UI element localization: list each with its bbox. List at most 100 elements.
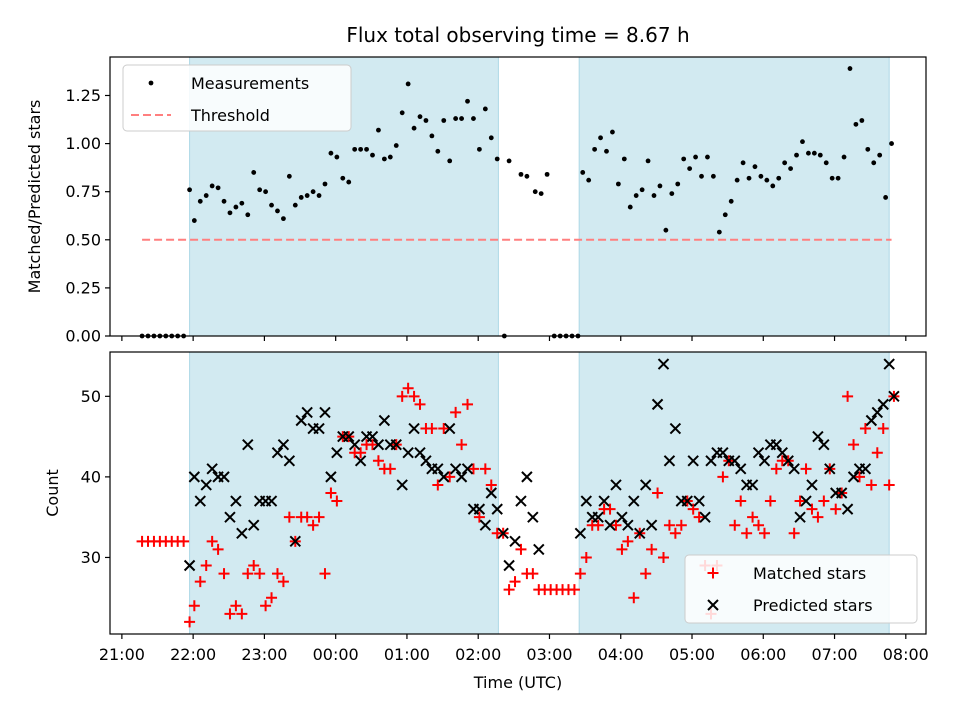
data-point (381, 156, 387, 162)
data-point (188, 600, 200, 612)
data-point (402, 447, 414, 459)
data-point (669, 191, 675, 197)
data-point (628, 592, 640, 604)
data-point (387, 154, 393, 160)
data-point (187, 187, 192, 193)
data-point (830, 503, 842, 515)
data-point (729, 519, 741, 531)
data-point (621, 156, 627, 162)
data-point (325, 487, 337, 499)
y-tick-label: 50 (81, 387, 101, 406)
y-tick-label: 0.50 (65, 230, 101, 249)
data-point (455, 471, 468, 483)
data-point (883, 479, 895, 491)
data-point (465, 98, 470, 104)
data-point (417, 114, 423, 120)
data-point (806, 503, 818, 515)
data-point (829, 175, 835, 181)
data-point (488, 135, 494, 141)
data-point (426, 423, 438, 435)
data-point (687, 166, 693, 172)
data-point (871, 160, 877, 166)
data-point (203, 193, 209, 198)
data-point (248, 519, 260, 531)
data-point (633, 193, 639, 198)
data-point (871, 406, 884, 419)
data-point (586, 177, 592, 183)
data-point (639, 187, 645, 193)
data-point (432, 479, 444, 491)
y-tick-label: 30 (81, 548, 101, 567)
data-point (453, 116, 459, 121)
data-point (277, 438, 290, 451)
x-tick-label: 01:00 (384, 645, 430, 664)
data-point (818, 438, 830, 451)
data-point (847, 66, 853, 71)
data-point (782, 455, 794, 467)
x-tick-label: 04:00 (598, 645, 644, 664)
data-point (622, 535, 634, 547)
data-point (841, 503, 854, 515)
data-point (206, 463, 218, 475)
data-point (568, 584, 580, 596)
data-point (506, 158, 512, 164)
data-point (319, 406, 331, 419)
data-point (859, 423, 871, 435)
data-point (710, 173, 716, 179)
data-point (746, 479, 759, 491)
data-point (841, 154, 847, 160)
legend-box (122, 64, 352, 132)
data-point (675, 181, 681, 187)
data-point (188, 471, 201, 483)
legend-label: Threshold (190, 106, 270, 125)
data-point (313, 422, 325, 435)
data-point (251, 170, 257, 175)
data-point (580, 170, 586, 175)
data-point (663, 455, 676, 467)
data-point (764, 177, 770, 183)
data-point (399, 110, 405, 116)
data-point (580, 551, 592, 563)
data-point (396, 390, 408, 402)
data-point (218, 471, 230, 483)
data-point (354, 455, 367, 467)
data-point (364, 146, 369, 152)
data-point (806, 150, 811, 156)
data-point (355, 447, 367, 459)
data-point (652, 487, 664, 499)
data-point (788, 463, 800, 475)
data-point (242, 438, 254, 451)
x-tick-label: 00:00 (313, 645, 359, 664)
data-point (616, 511, 628, 523)
legend-box (684, 554, 918, 624)
x-tick-label: 03:00 (526, 645, 572, 664)
data-point (456, 439, 468, 451)
data-point (271, 447, 284, 459)
legend-label: Predicted stars (753, 596, 873, 615)
data-point (717, 471, 729, 483)
data-point (848, 439, 860, 451)
data-point (527, 568, 539, 580)
data-point (509, 535, 521, 548)
data-point (824, 463, 836, 475)
data-point (408, 390, 420, 402)
data-point (236, 608, 248, 620)
data-point (883, 358, 895, 370)
data-point (503, 559, 515, 572)
data-point (459, 116, 464, 121)
data-point (687, 503, 699, 515)
data-point (758, 527, 770, 539)
data-point (610, 129, 615, 135)
data-point (693, 495, 705, 507)
data-point (227, 210, 233, 216)
data-point (835, 175, 841, 181)
data-point (441, 118, 447, 123)
data-point (509, 576, 521, 588)
data-point (257, 187, 263, 193)
data-point (316, 193, 322, 198)
data-point (871, 447, 883, 459)
data-point (443, 422, 456, 435)
data-point (429, 133, 435, 139)
data-point (209, 183, 215, 189)
data-point (770, 438, 783, 451)
